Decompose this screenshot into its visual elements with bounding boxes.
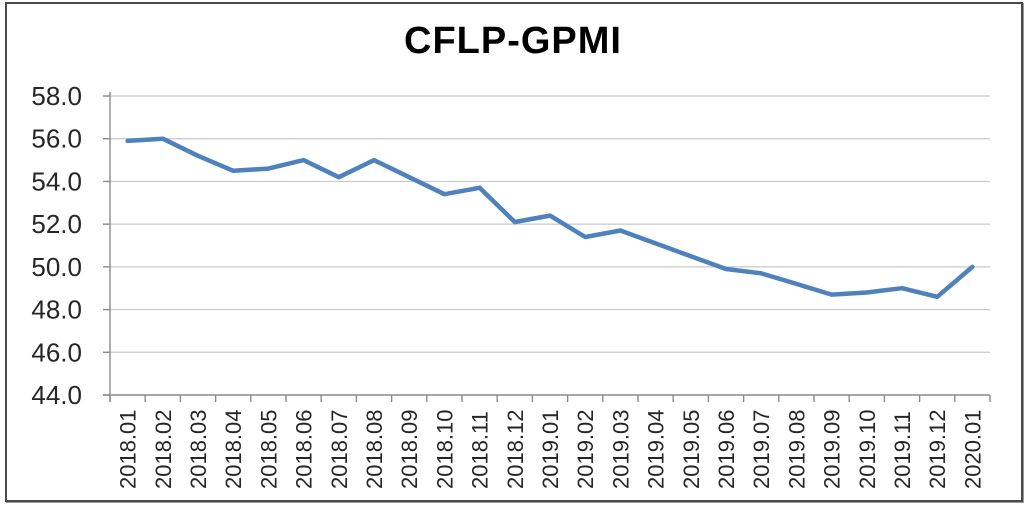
x-axis-tick-label: 2018.02: [151, 409, 176, 489]
x-axis-tick-label: 2018.06: [292, 409, 317, 489]
x-axis-tick-label: 2019.04: [644, 409, 669, 489]
x-axis-tick-label: 2019.01: [538, 409, 563, 489]
x-axis-tick-label: 2020.01: [960, 409, 985, 489]
x-axis-tick-label: 2018.09: [397, 409, 422, 489]
y-axis-tick-label: 52.0: [31, 209, 82, 239]
data-line-cflp-gpmi: [125, 136, 975, 300]
x-axis-tick-label: 2019.05: [679, 409, 704, 489]
chart-title: CFLP-GPMI: [404, 20, 622, 62]
x-axis-tick-label: 2019.12: [925, 409, 950, 489]
x-axis-tick-label: 2018.05: [256, 409, 281, 489]
x-axis-tick-label: 2019.10: [855, 409, 880, 489]
x-axis-tick-label: 2019.02: [573, 409, 598, 489]
x-axis-tick-label: 2018.03: [186, 409, 211, 489]
x-axis-tick-label: 2018.08: [362, 409, 387, 489]
x-axis-tick-label: 2018.04: [221, 409, 246, 489]
x-axis-tick-label: 2019.07: [749, 409, 774, 489]
x-axis-tick-label: 2018.12: [503, 409, 528, 489]
y-axis-tick-label: 56.0: [31, 124, 82, 154]
y-axis-tick-label: 44.0: [31, 380, 82, 410]
y-axis-tick-label: 50.0: [31, 252, 82, 282]
y-axis-tick-label: 58.0: [31, 81, 82, 111]
y-axis-tick-label: 48.0: [31, 295, 82, 325]
y-axis-tick-label: 54.0: [31, 166, 82, 196]
x-axis-tick-label: 2018.11: [468, 411, 493, 489]
y-axis-tick-label: 46.0: [31, 337, 82, 367]
x-axis-tick-label: 2019.09: [820, 409, 845, 489]
x-axis-tick-label: 2019.03: [608, 409, 633, 489]
x-axis-tick-label: 2019.11: [890, 411, 915, 489]
x-axis-tick-label: 2019.08: [784, 409, 809, 489]
x-axis-tick-label: 2018.07: [327, 409, 352, 489]
x-axis-tick-label: 2018.01: [116, 409, 141, 489]
x-axis-tick-label: 2018.10: [432, 409, 457, 489]
x-axis-tick-label: 2019.06: [714, 409, 739, 489]
